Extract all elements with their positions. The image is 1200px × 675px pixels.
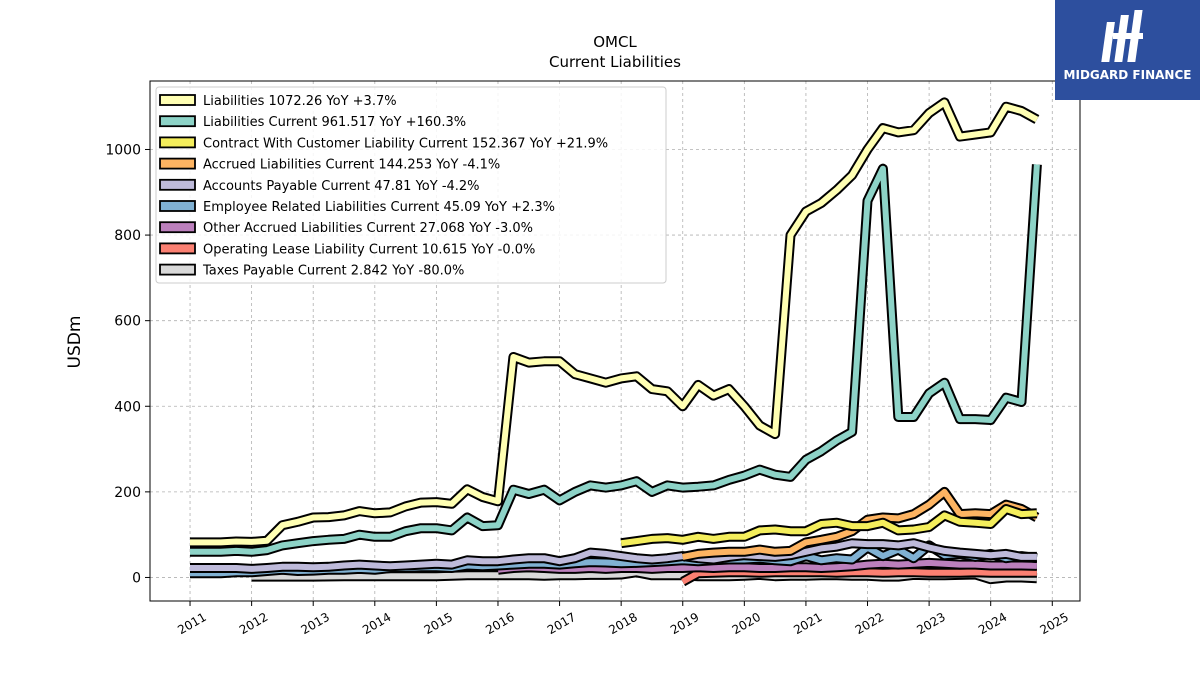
brand-logo: MIDGARD FINANCE: [1055, 0, 1200, 100]
series-line: [190, 538, 1037, 574]
x-tick-label: 2015: [422, 610, 455, 637]
y-tick-label: 600: [114, 314, 141, 330]
x-tick-label: 2022: [853, 610, 886, 637]
legend-item: Operating Lease Liability Current 10.615…: [159, 242, 535, 257]
legend-item: Other Accrued Liabilities Current 27.068…: [159, 221, 533, 236]
x-tick-label: 2016: [483, 610, 516, 637]
legend-item: Accrued Liabilities Current 144.253 YoY …: [159, 157, 500, 173]
series-line-fill: [620, 506, 1038, 547]
x-tick-label: 2021: [791, 610, 824, 637]
series-line-fill: [681, 569, 1037, 585]
x-axis: 2011 2012 2013 2014 2015 2016 2017 2018 2019 2020…: [175, 601, 1071, 637]
x-tick-label: 2025: [1038, 610, 1071, 637]
y-tick-label: 800: [114, 228, 141, 244]
legend-item: Taxes Payable Current 2.842 YoY -80.0%: [159, 263, 464, 279]
x-tick-label: 2023: [914, 610, 947, 637]
brand-name: MIDGARD FINANCE: [1063, 68, 1192, 82]
legend-label: Liabilities 1072.26 YoY +3.7%: [203, 94, 397, 109]
y-tick-label: 400: [114, 399, 141, 415]
legend-label: Accounts Payable Current 47.81 YoY -4.2%: [203, 179, 480, 194]
series-line: [620, 504, 1038, 549]
x-tick-label: 2012: [237, 610, 270, 637]
legend-label: Contract With Customer Liability Current…: [203, 136, 608, 151]
legend-swatch: [159, 94, 196, 106]
legend-item: Liabilities 1072.26 YoY +3.7%: [159, 94, 397, 109]
legend-label: Operating Lease Liability Current 10.615…: [203, 242, 535, 257]
chart-subtitle: Current Liabilities: [549, 53, 681, 71]
y-axis: 0 200 400 600 800 1000: [105, 142, 150, 586]
series-line-fill: [497, 559, 1037, 573]
series-line-fill: [190, 99, 1039, 546]
x-tick-label: 2017: [545, 610, 578, 637]
series-lines: [190, 97, 1042, 587]
series-line: [190, 97, 1040, 548]
legend-swatch: [159, 242, 196, 255]
legend-item: Employee Related Liabilities Current 45.…: [159, 200, 555, 215]
series-line-fill: [190, 164, 1040, 555]
legend-swatch: [159, 200, 196, 212]
x-tick-label: 2024: [976, 610, 1009, 637]
legend-label: Employee Related Liabilities Current 45.…: [203, 200, 555, 215]
legend-item: Liabilities Current 961.517 YoY +160.3%: [159, 115, 466, 130]
legend-swatch: [159, 263, 196, 276]
series-line: [680, 567, 1037, 587]
legend-swatch: [159, 157, 196, 170]
series-line-fill: [190, 540, 1037, 572]
legend-swatch: [159, 136, 196, 149]
legend-swatch: [159, 221, 196, 234]
legend-swatch: [159, 178, 196, 191]
legend-box: [155, 86, 667, 284]
y-axis-label: USDm: [65, 316, 85, 369]
legend-swatch: [159, 115, 196, 128]
legend-item: Accounts Payable Current 47.81 YoY -4.2%: [159, 178, 480, 194]
chart-title: OMCL: [593, 33, 637, 51]
plot-frame: [149, 80, 1081, 602]
x-tick-label: 2013: [298, 610, 331, 637]
x-tick-label: 2014: [360, 610, 393, 637]
x-tick-label: 2011: [175, 610, 208, 637]
series-line: [497, 557, 1038, 575]
legend: Liabilities 1072.26 YoY +3.7% Liabilities…: [155, 86, 667, 284]
legend-label: Taxes Payable Current 2.842 YoY -80.0%: [202, 264, 464, 279]
legend-label: Accrued Liabilities Current 144.253 YoY …: [203, 158, 500, 173]
legend-label: Liabilities Current 961.517 YoY +160.3%: [203, 115, 466, 130]
brand-mark-icon: [1101, 10, 1143, 62]
x-tick-label: 2018: [606, 610, 639, 637]
y-tick-label: 0: [132, 570, 141, 586]
series-line: [190, 163, 1042, 557]
x-tick-label: 2020: [730, 610, 763, 637]
y-tick-label: 1000: [105, 142, 141, 158]
y-tick-label: 200: [114, 485, 141, 501]
legend-label: Other Accrued Liabilities Current 27.068…: [203, 221, 533, 236]
x-tick-label: 2019: [668, 610, 701, 637]
legend-item: Contract With Customer Liability Current…: [159, 136, 608, 151]
